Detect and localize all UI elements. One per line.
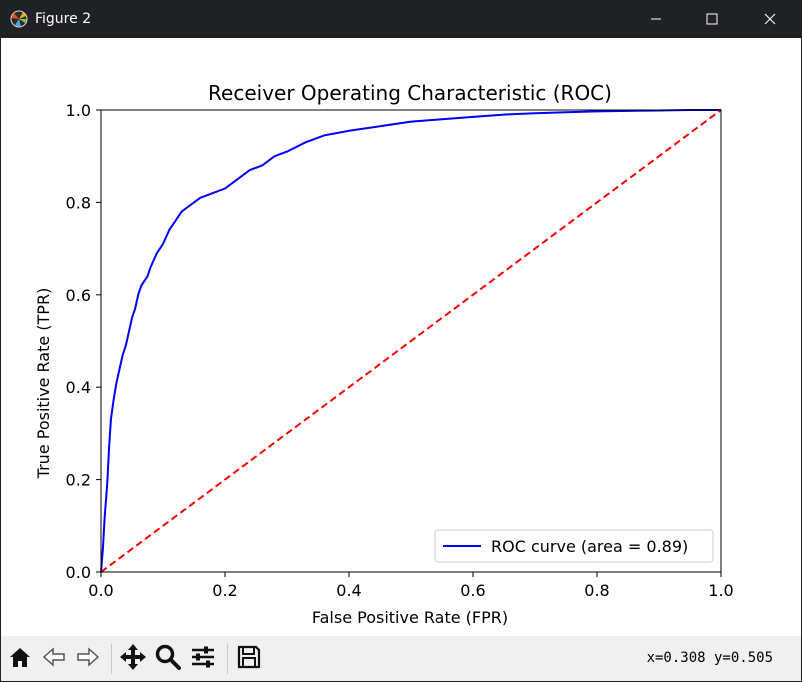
x-tick-label: 0.6: [460, 581, 485, 600]
toolbar-separator: [227, 644, 228, 674]
x-tick-label: 1.0: [708, 581, 733, 600]
pan-button[interactable]: [118, 644, 148, 674]
maximize-button[interactable]: [684, 0, 740, 38]
home-button[interactable]: [5, 644, 35, 674]
legend-box: [434, 529, 714, 563]
close-button[interactable]: [742, 0, 798, 38]
chart-title: Receiver Operating Characteristic (ROC): [208, 81, 612, 105]
y-axis-label: True Positive Rate (TPR): [34, 288, 53, 480]
y-tick-label: 0.8: [66, 193, 91, 212]
y-tick-label: 0.2: [66, 471, 91, 490]
magnifier-icon: [154, 643, 182, 675]
legend: ROC curve (area = 0.89): [434, 529, 714, 563]
matplotlib-logo-icon: [10, 10, 28, 28]
roc-chart: Receiver Operating Characteristic (ROC) …: [34, 81, 734, 627]
plot-lines: [100, 109, 722, 573]
minimize-icon: [650, 10, 662, 29]
floppy-disk-icon: [236, 644, 262, 674]
close-icon: [764, 10, 776, 29]
x-tick-label: 0.0: [88, 581, 113, 600]
axes-frame: [100, 109, 722, 573]
x-tick-label: 0.2: [212, 581, 237, 600]
axis-ticks: 0.0 0.2 0.4 0.6 0.8 1.0 0.0 0.2 0.4 0.6 0.8 1.0: [66, 101, 734, 600]
forward-button[interactable]: [73, 644, 103, 674]
maximize-icon: [706, 10, 718, 29]
roc-curve-line: [100, 109, 721, 573]
title-bar: Figure 2: [0, 0, 802, 38]
window-title: Figure 2: [35, 11, 92, 27]
configure-subplots-button[interactable]: [188, 644, 218, 674]
sliders-icon: [189, 643, 217, 675]
forward-arrow-icon: [75, 644, 101, 674]
save-button[interactable]: [234, 644, 264, 674]
x-tick-label: 0.8: [584, 581, 609, 600]
figure-canvas[interactable]: Receiver Operating Characteristic (ROC) …: [1, 38, 801, 636]
y-tick-label: 0.4: [66, 378, 91, 397]
home-icon: [7, 644, 33, 674]
cursor-coordinates: x=0.308 y=0.505: [646, 650, 773, 666]
minimize-button[interactable]: [628, 0, 684, 38]
legend-label-roc: ROC curve (area = 0.89): [491, 537, 688, 556]
y-tick-label: 1.0: [66, 101, 91, 120]
x-axis-label: False Positive Rate (FPR): [312, 608, 508, 627]
diagonal-reference-line: [100, 109, 722, 573]
back-button[interactable]: [39, 644, 69, 674]
zoom-button[interactable]: [153, 644, 183, 674]
toolbar-separator: [111, 644, 112, 674]
move-arrows-icon: [119, 643, 147, 675]
navigation-toolbar: x=0.308 y=0.505: [1, 636, 801, 681]
y-tick-label: 0.6: [66, 286, 91, 305]
back-arrow-icon: [41, 644, 67, 674]
y-tick-label: 0.0: [66, 563, 91, 582]
x-tick-label: 0.4: [336, 581, 361, 600]
